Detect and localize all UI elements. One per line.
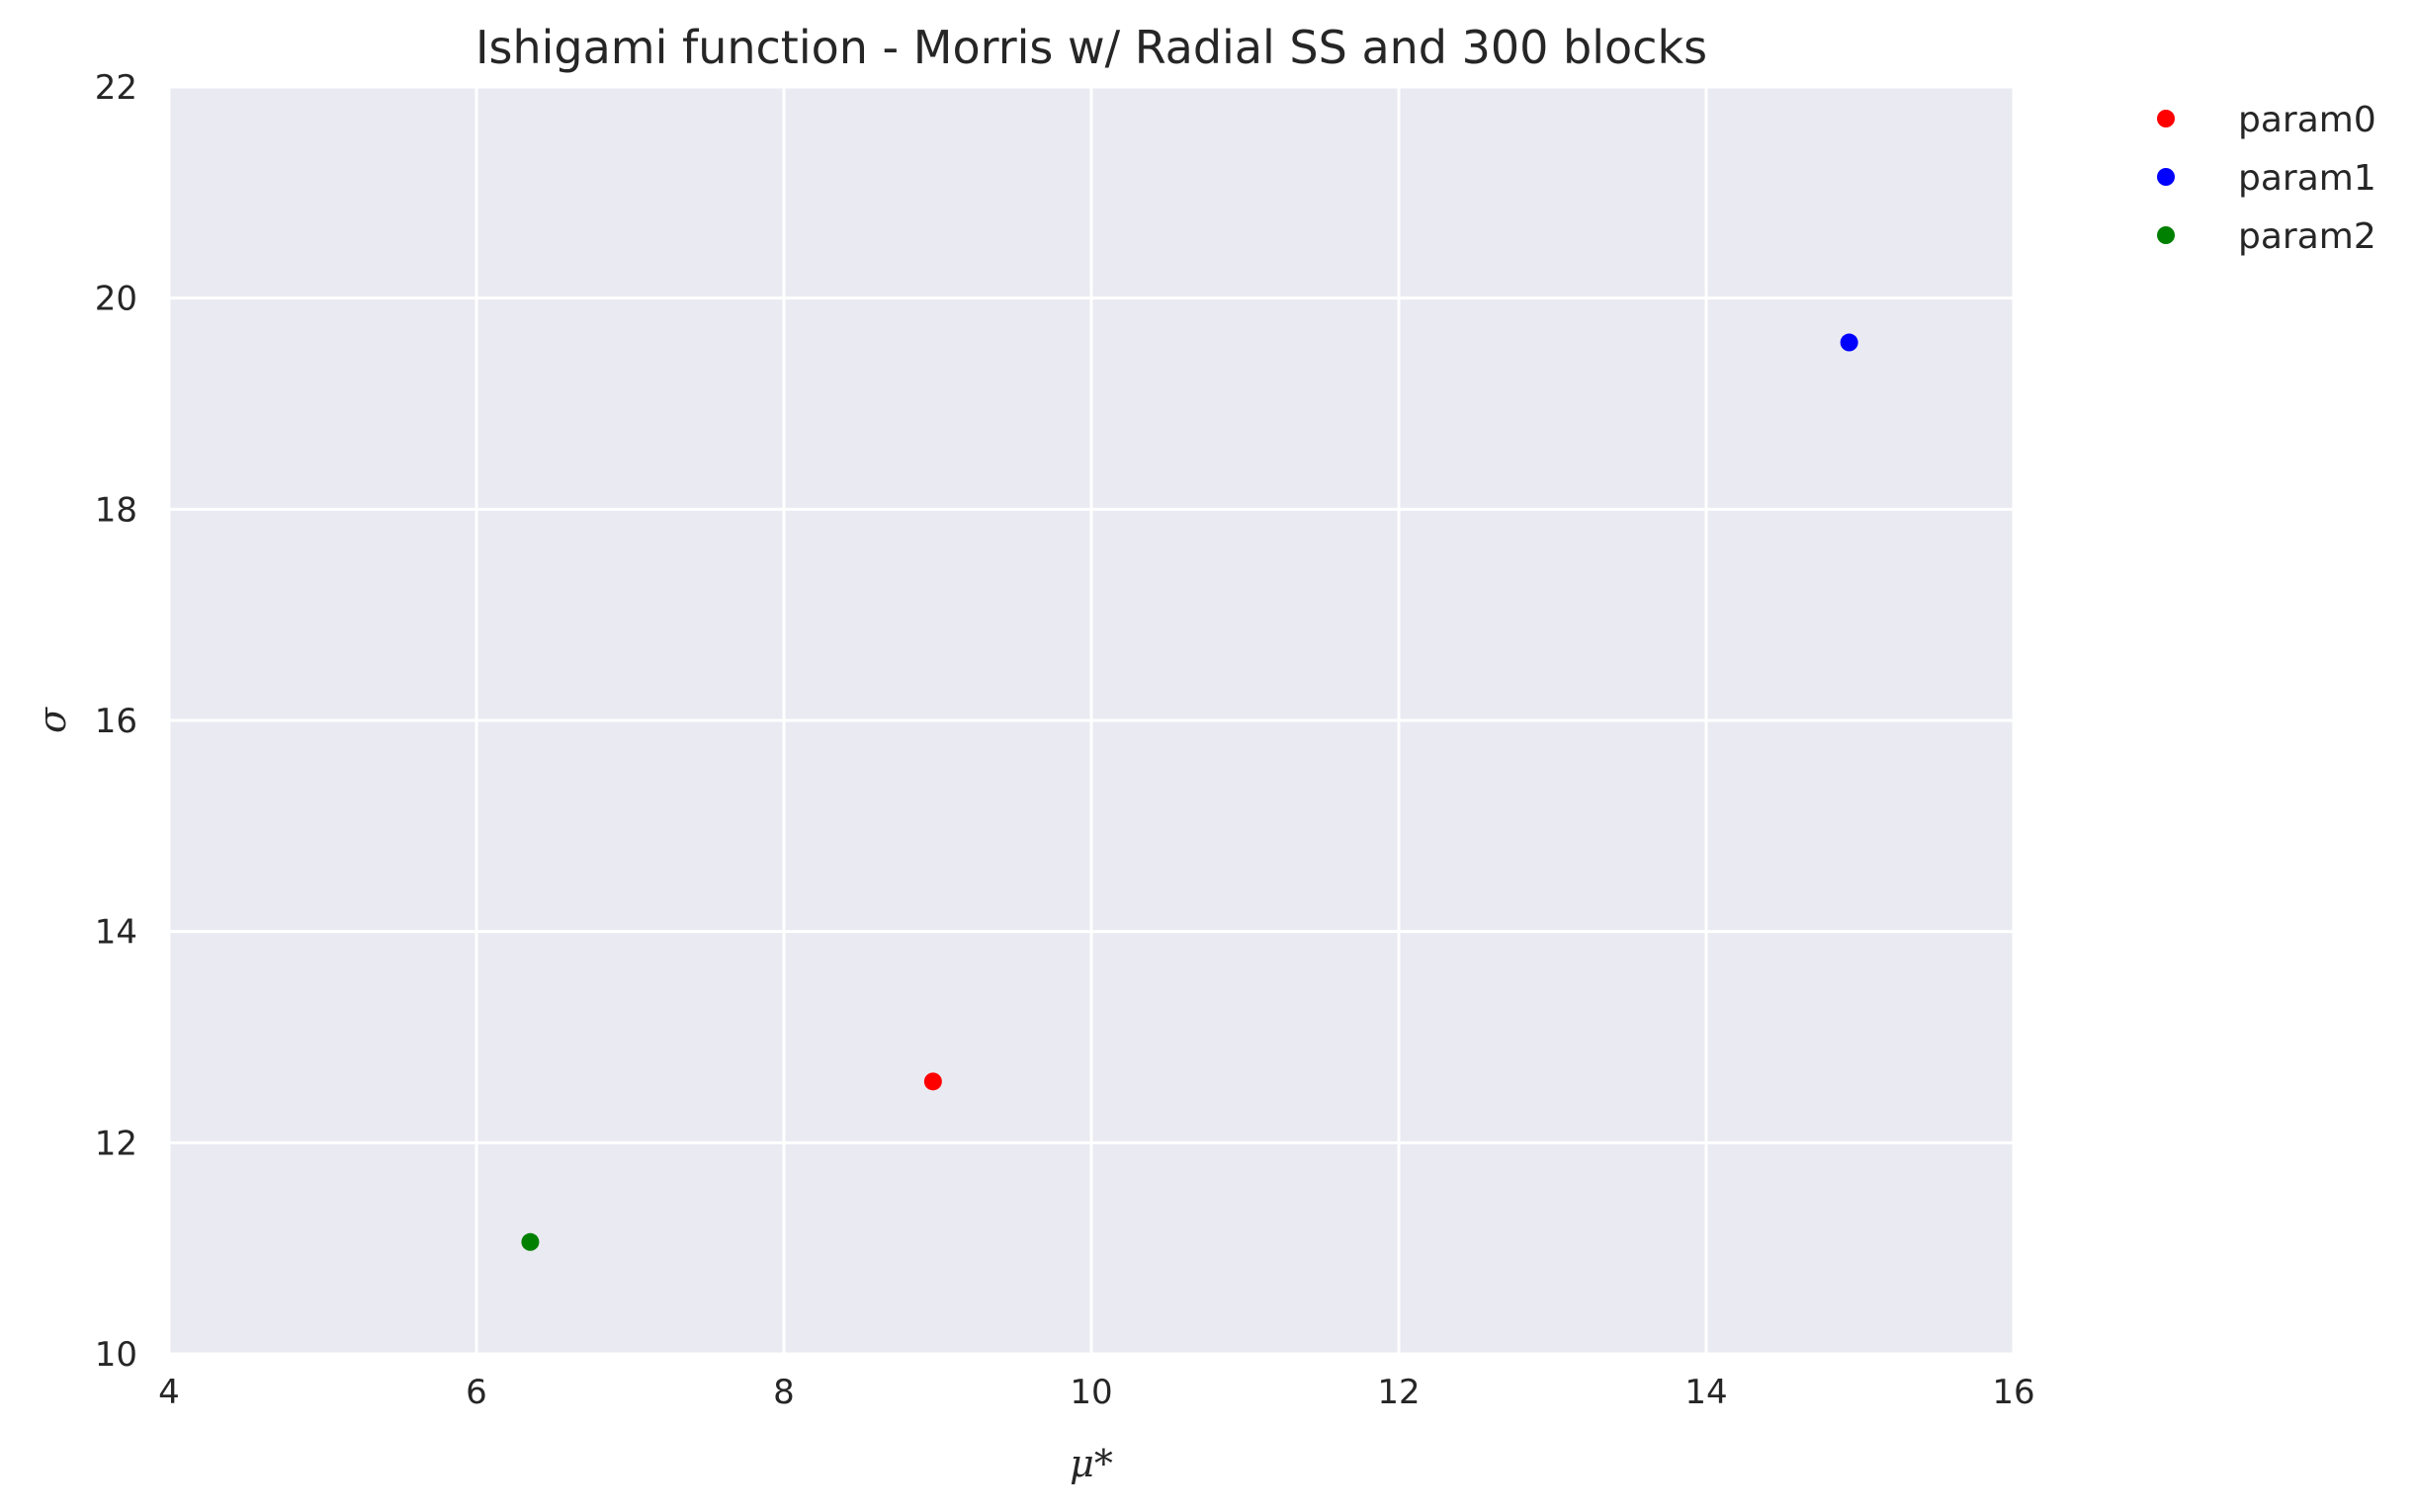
chart-title: Ishigami function - Morris w/ Radial SS … (475, 21, 1707, 74)
legend-marker-param1 (2157, 168, 2175, 186)
data-point-param2 (521, 1232, 540, 1251)
x-axis-label: μ* (1070, 1442, 1113, 1485)
x-tick-label: 8 (773, 1373, 795, 1412)
y-tick-label: 18 (95, 490, 137, 530)
x-tick-label: 6 (466, 1373, 487, 1412)
legend: param0 param1 param2 (2157, 100, 2376, 257)
y-tick-label: 12 (95, 1124, 137, 1163)
y-tick-label: 16 (95, 702, 137, 741)
data-point-param0 (923, 1072, 942, 1091)
y-tick-labels: 10 12 14 16 18 20 22 (95, 68, 137, 1375)
data-points (521, 333, 1858, 1251)
x-tick-labels: 4 6 8 10 12 14 16 (158, 1373, 2034, 1412)
x-tick-label: 4 (158, 1373, 180, 1412)
grid-lines (167, 85, 2016, 1356)
legend-marker-param2 (2157, 226, 2175, 244)
y-tick-label: 14 (95, 913, 137, 953)
y-tick-label: 20 (95, 280, 137, 319)
y-axis-label: σ (31, 707, 74, 733)
x-tick-label: 10 (1070, 1373, 1112, 1412)
x-tick-label: 14 (1684, 1373, 1727, 1412)
y-tick-label: 10 (95, 1335, 137, 1375)
legend-label-param0: param0 (2238, 100, 2376, 140)
y-tick-label: 22 (95, 68, 137, 108)
data-point-param1 (1840, 333, 1858, 352)
x-tick-label: 12 (1377, 1373, 1420, 1412)
legend-marker-param0 (2157, 110, 2175, 127)
legend-label-param2: param2 (2238, 216, 2376, 257)
legend-label-param1: param1 (2238, 158, 2376, 199)
x-tick-label: 16 (1992, 1373, 2034, 1412)
